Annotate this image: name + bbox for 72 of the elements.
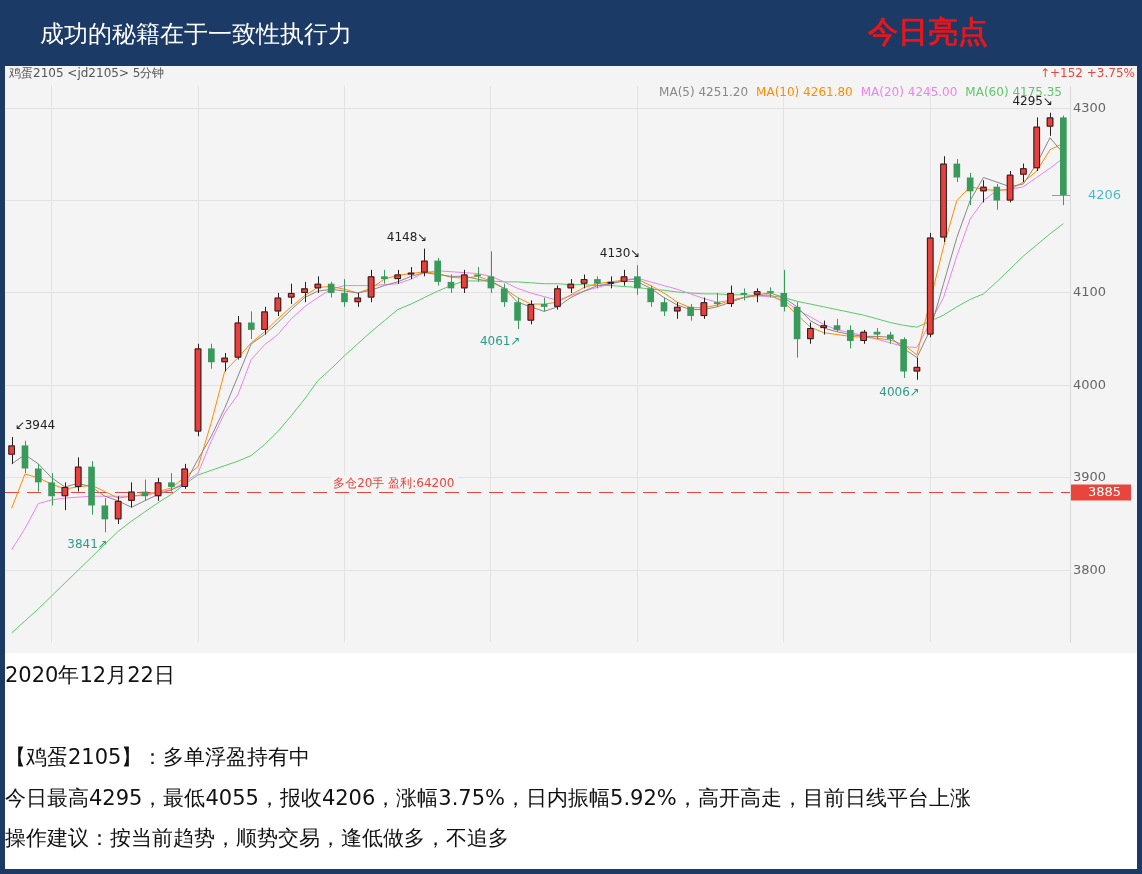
text: 2020年12月22日 xyxy=(5,662,175,689)
candlestick xyxy=(727,285,734,308)
candlestick xyxy=(926,232,934,338)
candlestick xyxy=(514,297,521,330)
candlestick xyxy=(234,315,242,360)
candlestick xyxy=(1046,112,1054,137)
candlestick xyxy=(700,297,708,320)
text: MA(20) 4245.00 xyxy=(860,85,958,100)
chart-title: 成功的秘籍在于一致性执行力 xyxy=(40,19,352,50)
y-tick-label: 3900 xyxy=(1073,469,1107,485)
y-tick-label: 4000 xyxy=(1073,376,1107,392)
candlestick xyxy=(367,269,375,303)
candlestick xyxy=(287,283,295,305)
candlestick xyxy=(993,183,1001,211)
candlestick xyxy=(847,324,854,349)
candlestick xyxy=(527,299,535,325)
candlestick xyxy=(487,250,495,294)
text: 操作建议：按当前趋势，顺势交易，逢低做多，不追多 xyxy=(5,825,509,852)
candlestick xyxy=(181,463,189,490)
candlestick xyxy=(554,285,561,311)
ref-line-label: 4206 xyxy=(1088,186,1122,202)
candlestick xyxy=(247,310,255,340)
candlestick xyxy=(807,322,814,345)
candlestick xyxy=(21,440,29,474)
candlestick xyxy=(460,269,468,294)
y-tick-label: 3800 xyxy=(1073,561,1107,577)
candlestick xyxy=(966,172,974,206)
candlestick xyxy=(1033,116,1041,172)
candlestick xyxy=(114,495,122,525)
candlestick xyxy=(500,283,508,308)
ref-line-label: 3885 xyxy=(1088,483,1122,499)
chart-subtitle: 今日亮点 xyxy=(868,13,988,51)
text: 【鸡蛋2105】：多单浮盈持有中 xyxy=(5,744,311,771)
candlestick xyxy=(767,286,774,299)
candlestick xyxy=(980,179,987,203)
candlestick xyxy=(434,257,441,287)
text: MA(10) 4261.80 xyxy=(756,85,853,100)
candlestick xyxy=(421,248,428,277)
candlestick xyxy=(634,264,641,296)
candlestick xyxy=(913,357,921,381)
candlestick xyxy=(1020,163,1027,183)
candlestick xyxy=(154,477,162,502)
candlestick xyxy=(168,472,175,493)
candlestick xyxy=(221,352,228,372)
candlestick xyxy=(101,497,109,533)
text: 鸡蛋2105 <jd2105> 5分钟 xyxy=(8,66,165,81)
annotation: 4006↗ xyxy=(879,384,920,399)
candlestick xyxy=(8,436,15,465)
candlestick xyxy=(34,463,42,493)
candlestick xyxy=(1006,170,1014,203)
annotation: 4148↘ xyxy=(386,229,428,244)
text: 今日最高4295，最低4055，报收4206，涨幅3.75%，日内振幅5.92%，高开高走，目前日线平台上涨 xyxy=(5,785,971,812)
text: MA(5) 4251.20 xyxy=(659,85,749,100)
candlestick xyxy=(274,292,282,317)
candlestick xyxy=(194,343,202,437)
candlestick xyxy=(940,155,947,243)
candlestick xyxy=(261,306,268,336)
text: ↑+152 +3.75% xyxy=(1039,66,1135,81)
candlestick xyxy=(141,479,149,502)
annotation: 4061↗ xyxy=(479,334,521,349)
candlestick xyxy=(647,285,654,308)
annotation: 3841↗ xyxy=(67,537,108,552)
y-tick-label: 4100 xyxy=(1073,284,1107,300)
candlestick xyxy=(48,472,55,506)
annotation: ↙3944 xyxy=(14,418,56,433)
annotation: 4130↘ xyxy=(599,246,641,261)
candlestick xyxy=(301,281,308,303)
candlestick xyxy=(341,278,348,308)
annotation: 多仓20手 盈利:64200 xyxy=(333,475,455,490)
candlestick xyxy=(780,269,788,312)
candlestick xyxy=(208,343,215,370)
y-tick-label: 4300 xyxy=(1073,99,1107,115)
